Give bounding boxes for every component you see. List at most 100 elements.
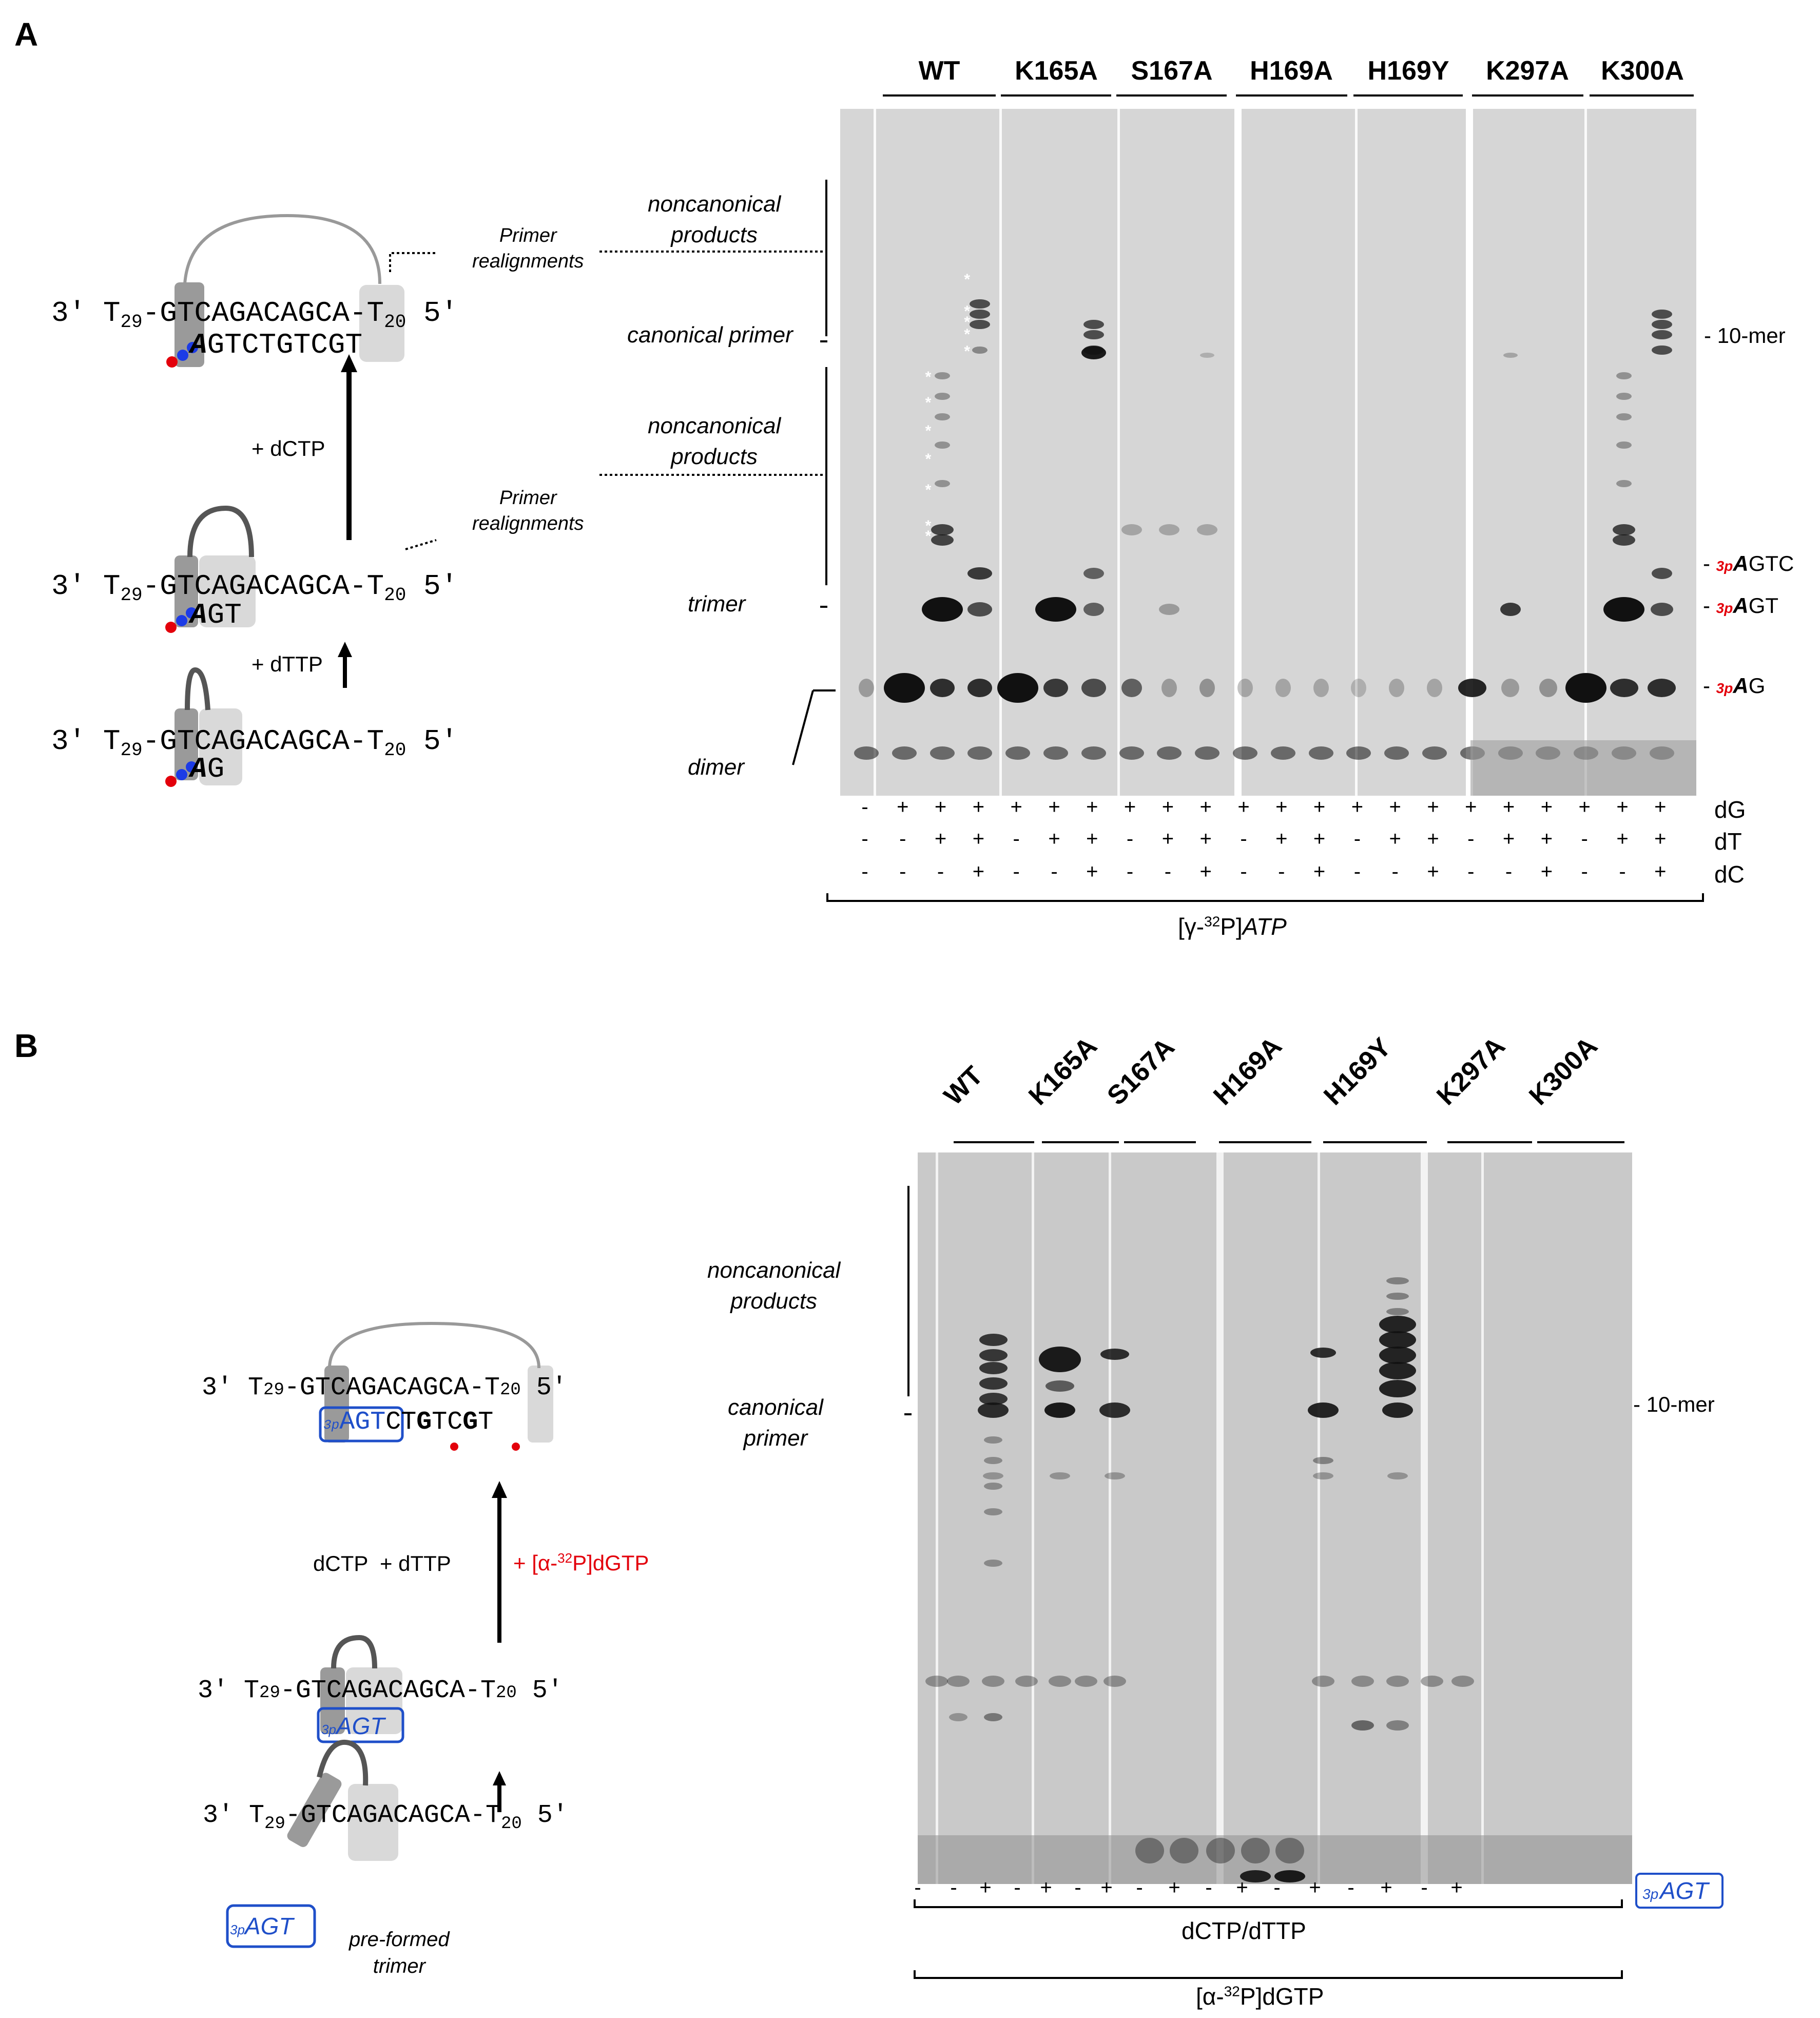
gel-b-lane-separator (1481, 1152, 1484, 1884)
gel-band (1233, 746, 1257, 760)
t20-sub-bot: 20 (384, 740, 406, 761)
sign-dg-17: + (1502, 796, 1515, 818)
realign-label-1: Primer realignments (472, 225, 584, 272)
sign-dg-9: + (1199, 796, 1212, 818)
prime5-bot: 5′ (423, 725, 458, 758)
canonical-primer-label: canonical primer (627, 322, 793, 348)
gel-band (1500, 603, 1521, 616)
template-bot: -GTCAGACAGCA- (142, 725, 367, 758)
t29-sub-bot: 29 (120, 740, 143, 761)
gel-band (1421, 1676, 1443, 1687)
t20-mid: T (366, 570, 384, 603)
scheme-b-bot-template: 3′ T29-GTCAGACAGCA-T20 5′ (203, 1801, 568, 1834)
gel-band (1651, 568, 1672, 579)
gel-a-lane-separator (1584, 109, 1587, 796)
sign-dc-8: - (1164, 860, 1172, 883)
sign-dc-13: - (1353, 860, 1361, 883)
primer-bot-bold: A (190, 753, 207, 785)
gel-band (930, 746, 955, 760)
scheme-a-top-primer: AGTCTGTCGT (190, 329, 362, 361)
dc-row-label: dC (1714, 861, 1745, 888)
primer-bot: G (207, 753, 225, 785)
scheme-b-agt-box-label: 3pAGT (230, 1912, 293, 1940)
gel-band (1610, 679, 1638, 697)
asterisk-marker: * (925, 528, 932, 545)
gel-band (934, 480, 950, 487)
b-prime3-mid: 3′ (198, 1676, 229, 1705)
gel-band (1501, 679, 1520, 697)
gel-band (1170, 1838, 1198, 1863)
dimer-label: dimer (688, 755, 745, 780)
t29-top: T (103, 297, 121, 330)
gel-band (1539, 679, 1557, 697)
ag-rest: G (1748, 674, 1766, 698)
gel-band (947, 1676, 970, 1687)
b-prime5-bot: 5′ (537, 1801, 568, 1830)
sign-dg-12: + (1313, 796, 1326, 818)
gel-band (1275, 679, 1291, 697)
gel-band (892, 746, 917, 760)
sign-dc-11: - (1278, 860, 1285, 883)
gel-band (1081, 746, 1106, 760)
asterisk-marker: * (964, 314, 971, 331)
gamma-post: P] (1220, 913, 1243, 940)
scheme-a-mid-template: 3′ T29-GTCAGACAGCA-T20 5′ (51, 570, 458, 606)
panel-a-header-h169a: H169A (1250, 56, 1333, 86)
gel-band (1651, 330, 1672, 339)
gel-band (949, 1713, 967, 1721)
gel-band (1651, 320, 1672, 329)
gel-a-lane-separator (1355, 109, 1358, 796)
tenmer-label-a: - 10-mer (1704, 323, 1786, 348)
gel-band (1458, 679, 1487, 697)
sign-dc-17: - (1505, 860, 1513, 883)
gel-band (1015, 1676, 1038, 1687)
gel-band (1005, 746, 1031, 760)
gel-band (934, 393, 950, 400)
sign-dg-3: + (972, 796, 985, 818)
gel-band (1346, 746, 1371, 760)
sign-dg-13: + (1351, 796, 1364, 818)
sign-dt-16: - (1467, 828, 1475, 850)
gel-band (1386, 1676, 1409, 1687)
b-template-top: -GTCAGACAGCA- (284, 1373, 485, 1402)
gel-band (1503, 353, 1518, 358)
panel-b-sign-0: - (914, 1876, 921, 1899)
gel-band (1379, 1362, 1416, 1379)
gel-band (1270, 746, 1295, 760)
gel-a-lane-separator (1117, 109, 1120, 796)
gel-band (1379, 1331, 1416, 1349)
scheme-a-bot-template: 3′ T29-GTCAGACAGCA-T20 5′ (51, 725, 458, 761)
b-t20-sub-bot: 20 (500, 1814, 522, 1834)
sign-dg-19: + (1578, 796, 1591, 818)
gel-band (1197, 524, 1218, 535)
gel-band (1351, 1676, 1374, 1687)
gel-band (1386, 1293, 1409, 1300)
panel-a-header-wt: WT (918, 56, 960, 86)
gel-band (970, 299, 991, 309)
sign-dt-0: - (861, 828, 868, 850)
noncanonical-products-label-b: noncanonical products (707, 1258, 841, 1314)
gel-band (979, 1377, 1008, 1390)
panel-b-sign-10: + (1236, 1876, 1248, 1899)
t20-sub-top: 20 (384, 312, 406, 333)
gel-band (1195, 746, 1220, 760)
gel-band (1081, 346, 1106, 359)
gel-band (1386, 1720, 1409, 1731)
gel-band (1387, 1472, 1408, 1479)
b-t29-bot: T (249, 1801, 265, 1830)
sign-dt-9: + (1199, 828, 1212, 850)
b-prime3-bot: 3′ (203, 1801, 234, 1830)
scheme-b-mid-template: 3′ T29-GTCAGACAGCA-T20 5′ (198, 1676, 563, 1705)
gel-band (1050, 1472, 1070, 1479)
gel-band (921, 597, 963, 622)
gel-band (1206, 1838, 1235, 1863)
b-prime5-mid: 5′ (532, 1676, 563, 1705)
trimer-label: trimer (688, 591, 746, 617)
sign-dt-2: + (934, 828, 947, 850)
b-t20-bot: T (485, 1801, 501, 1830)
sign-dt-15: + (1427, 828, 1439, 850)
gel-b-lane-separator (1109, 1152, 1111, 1884)
gel-band (1379, 1316, 1416, 1333)
gel-band (1121, 524, 1142, 535)
